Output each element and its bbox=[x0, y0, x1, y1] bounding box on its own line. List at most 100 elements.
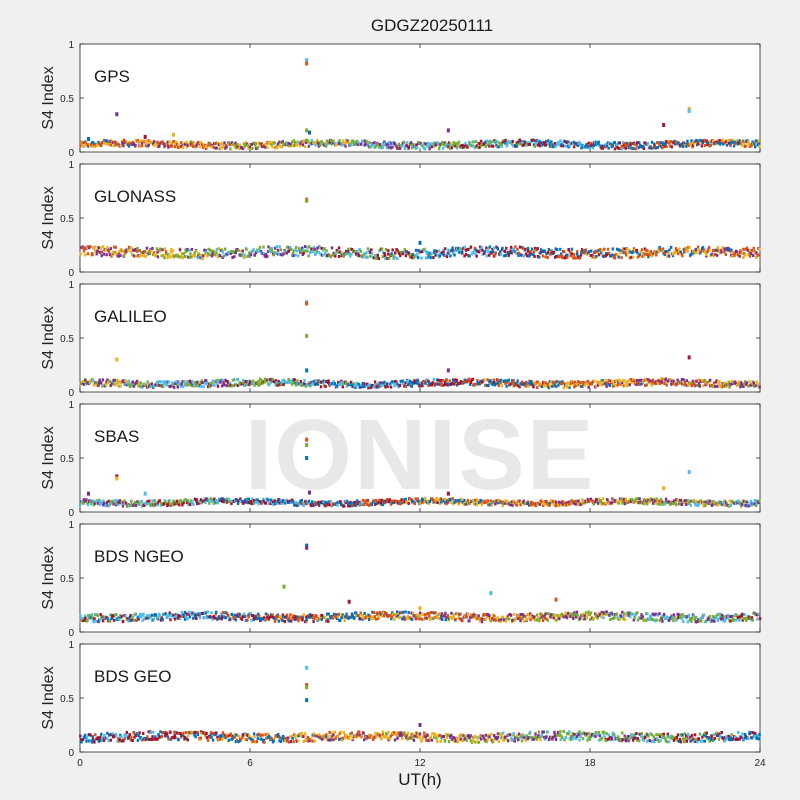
data-point bbox=[91, 735, 95, 739]
data-point bbox=[509, 249, 512, 253]
data-point bbox=[176, 383, 179, 387]
data-point bbox=[590, 249, 593, 253]
data-point bbox=[285, 251, 289, 255]
data-point bbox=[594, 140, 598, 144]
data-point bbox=[707, 501, 711, 505]
data-point bbox=[130, 142, 134, 146]
data-point bbox=[636, 618, 640, 622]
data-point bbox=[267, 498, 270, 502]
data-point bbox=[655, 382, 658, 386]
data-point bbox=[541, 142, 544, 146]
data-point bbox=[142, 250, 145, 254]
data-point bbox=[169, 250, 173, 254]
data-point bbox=[203, 248, 206, 252]
data-point bbox=[379, 501, 383, 505]
data-point bbox=[89, 502, 93, 506]
data-point bbox=[213, 497, 216, 501]
data-point bbox=[319, 616, 322, 620]
data-point bbox=[546, 618, 549, 622]
data-point bbox=[537, 139, 540, 143]
data-point bbox=[596, 501, 600, 505]
data-point bbox=[755, 380, 758, 384]
data-point bbox=[169, 730, 172, 734]
data-point bbox=[294, 245, 298, 249]
data-point bbox=[611, 617, 614, 621]
y-axis-title: S4 Index bbox=[40, 306, 57, 369]
data-point bbox=[230, 502, 233, 506]
data-point bbox=[276, 500, 279, 504]
data-point bbox=[325, 503, 329, 507]
data-point bbox=[500, 384, 504, 388]
data-point bbox=[360, 383, 363, 387]
data-point bbox=[79, 245, 82, 249]
data-point bbox=[158, 613, 162, 617]
data-point bbox=[679, 144, 682, 148]
data-point bbox=[621, 501, 624, 505]
data-point bbox=[166, 735, 170, 739]
data-point bbox=[301, 248, 305, 252]
data-point bbox=[562, 386, 566, 390]
data-point bbox=[621, 614, 625, 618]
data-point bbox=[729, 141, 732, 145]
data-point bbox=[414, 497, 417, 501]
data-point bbox=[124, 732, 128, 736]
data-point bbox=[368, 251, 372, 255]
data-point bbox=[401, 252, 405, 256]
data-point bbox=[725, 139, 728, 143]
data-point bbox=[79, 618, 83, 622]
data-point bbox=[695, 251, 698, 255]
data-point bbox=[89, 613, 92, 617]
data-point bbox=[703, 378, 707, 382]
data-point bbox=[430, 383, 434, 387]
data-point bbox=[367, 249, 371, 253]
data-point bbox=[310, 504, 313, 508]
data-point bbox=[584, 248, 588, 252]
data-point bbox=[289, 247, 293, 251]
data-point bbox=[166, 613, 169, 617]
data-point bbox=[607, 378, 610, 382]
data-point bbox=[293, 378, 296, 382]
outlier-point bbox=[305, 333, 309, 338]
data-point bbox=[533, 144, 537, 148]
data-point bbox=[177, 732, 181, 736]
data-point bbox=[154, 142, 157, 146]
data-point bbox=[748, 379, 751, 383]
data-point bbox=[687, 613, 690, 617]
data-point bbox=[447, 618, 450, 622]
data-point bbox=[554, 500, 558, 504]
data-point bbox=[548, 501, 552, 505]
data-point bbox=[227, 143, 230, 147]
data-point bbox=[717, 380, 720, 384]
data-point bbox=[132, 384, 136, 388]
data-point bbox=[385, 146, 389, 150]
data-point bbox=[237, 615, 240, 619]
data-point bbox=[188, 248, 191, 252]
data-point bbox=[419, 501, 422, 505]
data-point bbox=[596, 383, 600, 387]
data-point bbox=[267, 378, 271, 382]
data-point bbox=[151, 738, 154, 742]
data-point bbox=[92, 620, 96, 624]
data-point bbox=[686, 248, 689, 252]
data-point bbox=[186, 617, 189, 621]
data-point bbox=[532, 502, 535, 506]
data-point bbox=[526, 246, 530, 250]
data-point bbox=[529, 503, 532, 507]
data-point bbox=[626, 143, 630, 147]
data-point bbox=[574, 256, 578, 260]
data-point bbox=[248, 501, 251, 505]
data-point bbox=[706, 143, 709, 147]
data-point bbox=[183, 254, 187, 258]
data-point bbox=[532, 143, 536, 147]
data-point bbox=[368, 141, 371, 145]
data-point bbox=[660, 380, 664, 384]
data-point bbox=[270, 143, 273, 147]
data-point bbox=[648, 253, 651, 257]
data-point bbox=[389, 385, 393, 389]
data-point bbox=[679, 380, 683, 384]
data-point bbox=[286, 380, 290, 384]
data-point bbox=[653, 144, 656, 148]
data-point bbox=[499, 378, 503, 382]
data-point bbox=[531, 138, 535, 142]
data-point bbox=[415, 254, 418, 258]
